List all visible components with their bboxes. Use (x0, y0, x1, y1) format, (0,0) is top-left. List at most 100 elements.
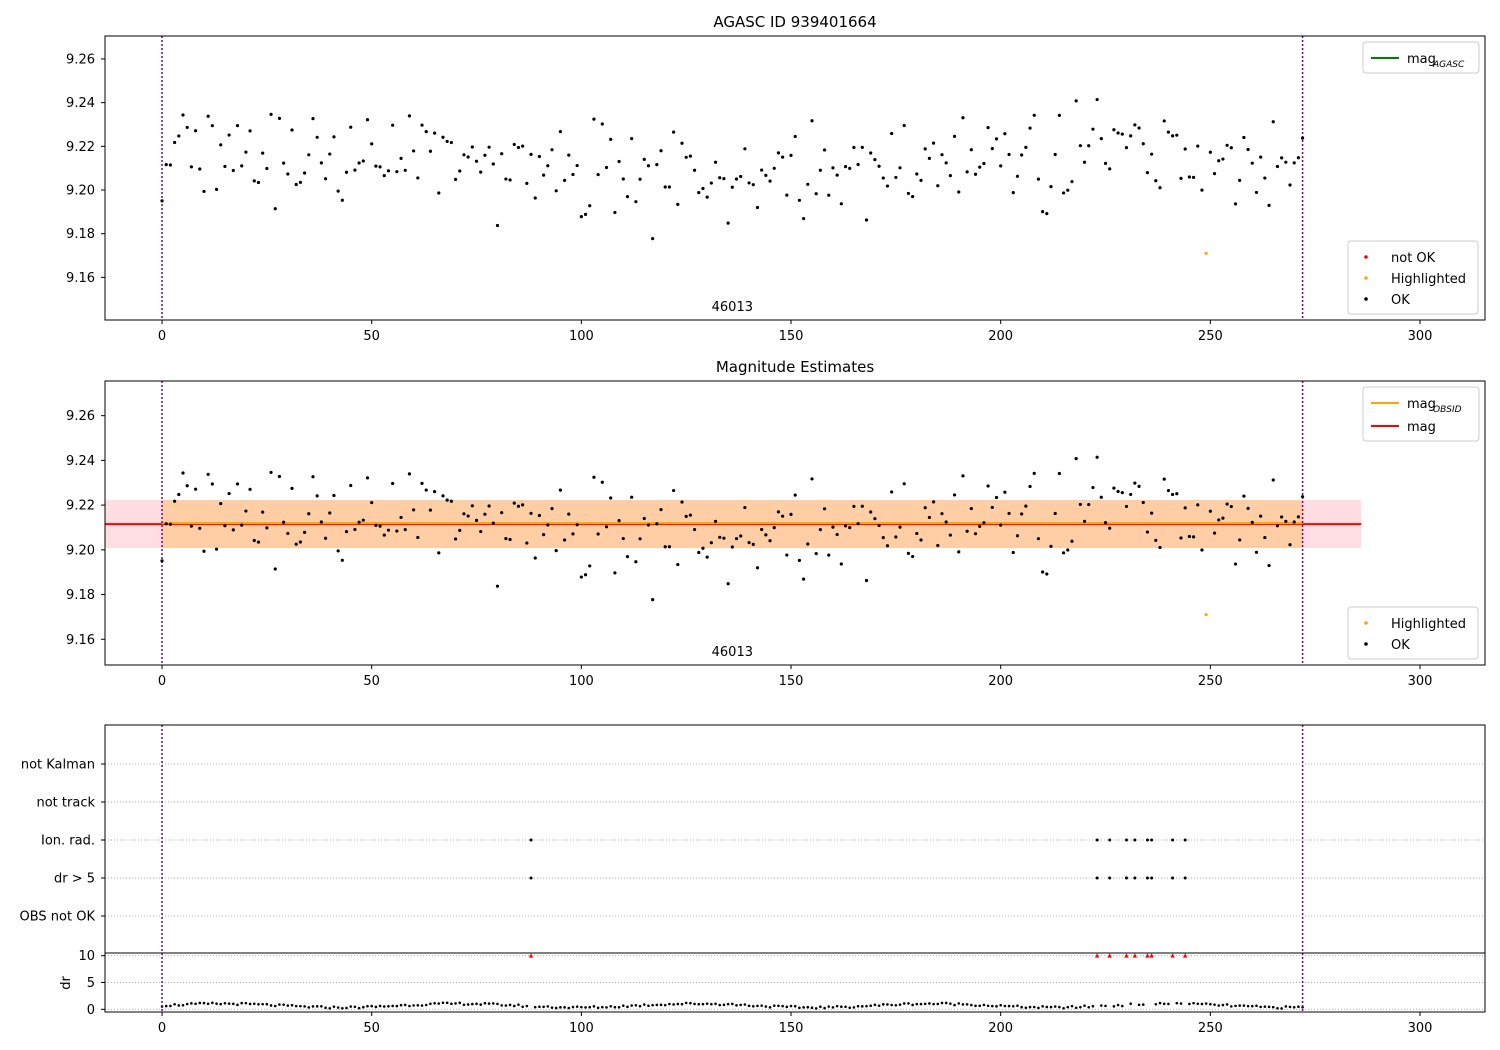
dr-point (1297, 1005, 1300, 1009)
agasc-ok-point (898, 166, 902, 170)
dr-point (1209, 1002, 1212, 1006)
dr-point (982, 1003, 986, 1007)
dr-point (412, 1004, 415, 1007)
agasc-ok-point (940, 153, 944, 157)
dr-point (1284, 1005, 1288, 1008)
agasc-ok-point (1150, 152, 1154, 156)
mag-ok-point (881, 535, 885, 540)
mag-ok-point (1011, 550, 1015, 555)
mag-ok-point (307, 512, 311, 516)
dr-point (273, 1004, 277, 1008)
dr-point (810, 1006, 814, 1010)
mag-ok-point (919, 538, 923, 542)
mag-ok-point (911, 554, 915, 559)
mag-ok-point (726, 582, 730, 586)
mag-ok-point (944, 520, 948, 524)
mag-ok-point (1196, 503, 1200, 507)
dr-point (303, 1005, 306, 1008)
mag-ok-point (986, 484, 990, 488)
agasc-title: AGASC ID 939401664 (713, 13, 876, 31)
agasc-ok-point (877, 164, 881, 168)
agasc-ok-point (634, 200, 638, 204)
agasc-ok-point (198, 167, 202, 171)
dr-point (206, 1002, 210, 1006)
agasc-ok-point (558, 130, 562, 134)
agasc-ok-point (1032, 113, 1036, 117)
mag-ok-point (466, 514, 470, 518)
mag-ok-point (282, 520, 286, 524)
mag-ok-point (940, 512, 944, 516)
mag-ok-point (1103, 520, 1108, 525)
mag-ok-point (1284, 519, 1288, 523)
dr-point (395, 1004, 399, 1008)
mag-xtick-label: 250 (1198, 674, 1223, 689)
dr-point (366, 1004, 369, 1008)
agasc-ok-point (659, 149, 663, 153)
agasc-ok-point (827, 193, 831, 197)
mag-ok-point (529, 511, 533, 515)
mag-ok-point (978, 524, 982, 528)
dr-flagged-marker (1094, 953, 1100, 958)
dr-point (1062, 1006, 1065, 1010)
agasc-ok-point (214, 187, 219, 191)
agasc-ok-point (1124, 146, 1129, 150)
agasc-ok-point (466, 155, 470, 159)
agasc-ok-point (688, 154, 692, 158)
mag-ok-point (437, 551, 441, 555)
dr-frame (104, 952, 1486, 1013)
dr-point (219, 1002, 223, 1006)
agasc-ok-point (994, 137, 999, 141)
agasc-ok-point (231, 168, 235, 173)
mag-ok-point (340, 558, 344, 562)
dr-point (1129, 1002, 1132, 1005)
agasc-frame (104, 35, 1486, 321)
mag-ok-point (1007, 511, 1011, 516)
dr-point (1003, 1004, 1007, 1008)
agasc-ok-point (1045, 212, 1049, 216)
mag-ok-point (533, 556, 537, 560)
agasc-ok-point (206, 114, 210, 118)
agasc-ok-point (1175, 133, 1179, 137)
dr-point (1091, 1004, 1095, 1008)
flag-point (1145, 838, 1149, 842)
mag-ok-point (856, 522, 860, 526)
dr-point (1250, 1004, 1254, 1008)
mag-ok-point (898, 525, 902, 529)
dr-point (311, 1005, 315, 1008)
agasc-ok-point (374, 164, 378, 168)
mag-ok-point (839, 562, 843, 566)
dr-point (735, 1004, 738, 1007)
dr-point (353, 1005, 357, 1009)
agasc-ok-point (487, 145, 491, 149)
mag-ok-point (1112, 486, 1116, 490)
mag-ok-point (1032, 471, 1036, 475)
agasc-ok-point (571, 172, 575, 177)
agasc-xtick-label: 200 (988, 329, 1013, 344)
agasc-ok-point (667, 185, 672, 189)
dr-point (1045, 1005, 1049, 1009)
dr-point (835, 1004, 839, 1008)
agasc-ok-point (1229, 146, 1233, 150)
flag-point (1133, 876, 1137, 880)
agasc-ok-point (185, 125, 189, 130)
dr-point (1112, 1005, 1116, 1008)
agasc-ok-point (504, 177, 508, 181)
mag-ok-point (688, 513, 692, 517)
agasc-ok-point (613, 210, 617, 215)
mag-ok-point (1233, 562, 1238, 566)
agasc-ok-point (722, 177, 726, 181)
dr-point (408, 1004, 411, 1008)
agasc-xtick-label: 0 (158, 329, 166, 344)
mag-ok-point (1124, 504, 1129, 509)
agasc-ok-point (902, 123, 906, 128)
mag-ok-point (1020, 512, 1024, 516)
mag-ok-point (1271, 478, 1275, 482)
mag-ok-point (1045, 572, 1049, 576)
dr-point (856, 1004, 860, 1008)
agasc-ok-point (801, 216, 806, 221)
mag-ok-point (445, 498, 449, 502)
agasc-ok-point (625, 195, 630, 199)
agasc-ok-point (797, 198, 802, 202)
dr-point (575, 1005, 579, 1008)
agasc-ok-point (470, 145, 474, 149)
